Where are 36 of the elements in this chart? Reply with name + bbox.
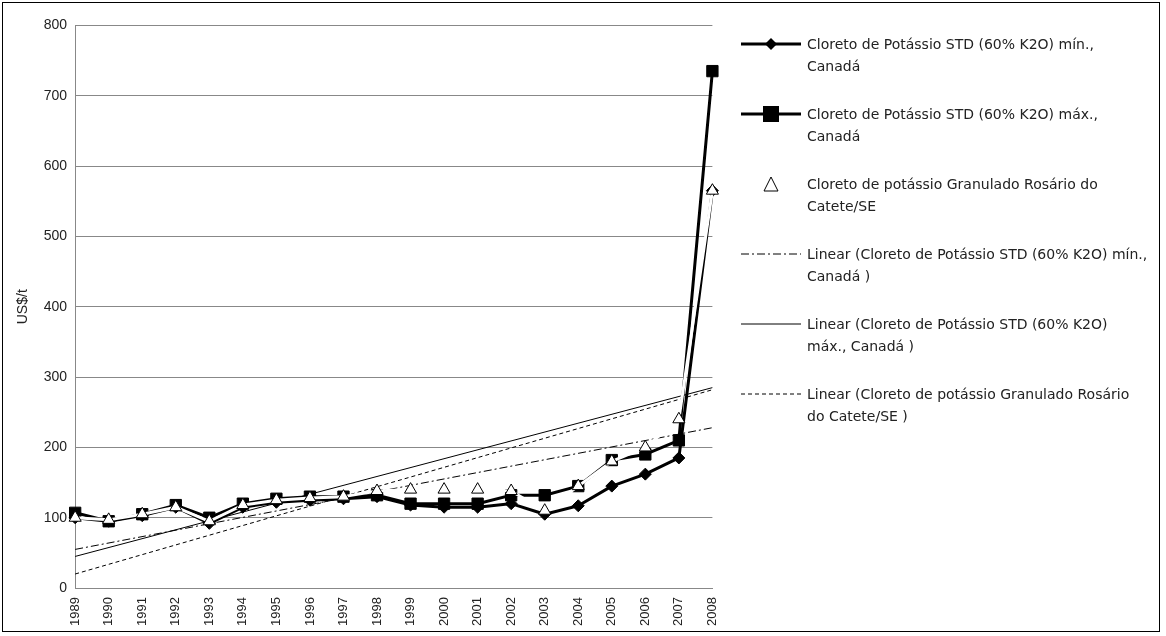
x-tick-label: 2002 [502,597,518,626]
x-tick-label: 2004 [569,597,585,626]
x-tick-label: 2001 [469,597,485,626]
y-tick-label: 100 [43,508,68,525]
x-tick-label: 1991 [133,597,149,626]
x-tick-label: 1995 [267,597,283,626]
x-tick-label: 1994 [234,597,250,626]
y-tick-label: 400 [43,297,68,314]
x-tick-label: 1992 [167,597,183,626]
y-tick-label: 700 [43,86,68,103]
y-tick-label: 800 [43,16,68,33]
y-tick-label: 500 [43,227,68,244]
x-tick-label: 2008 [703,597,719,626]
x-tick-label: 2006 [636,597,652,626]
x-tick-label: 1990 [100,597,116,626]
legend-label: Cloreto de Potássio STD (60% K2O) máx., Canadá [807,105,1099,146]
x-tick-label: 1999 [402,597,418,626]
y-tick-label: 300 [43,367,68,384]
x-tick-label: 1997 [335,597,351,626]
legend-label: Linear (Cloreto de Potássio STD (60% K2O) máx., Canadá ) [807,315,1109,356]
x-tick-label: 2007 [670,597,686,626]
x-tick-label: 2003 [536,597,552,626]
y-tick-label: 600 [43,156,68,173]
legend-label: Linear (Cloreto de Potássio STD (60% K2O) mín., Canadá ) [807,245,1149,286]
x-tick-label: 2005 [603,597,619,626]
x-tick-label: 2000 [435,597,451,626]
x-tick-label: 1996 [301,597,317,626]
y-axis-title: US$/t [14,289,31,325]
x-tick-label: 1993 [200,597,216,626]
x-tick-label: 1989 [66,597,82,626]
legend-label: Cloreto de Potássio STD (60% K2O) mín., Canadá [807,35,1095,76]
x-tick-label: 1998 [368,597,384,626]
legend-label: Cloreto de potássio Granulado Rosário do Catete/SE [807,175,1099,216]
y-tick-label: 200 [43,438,68,455]
legend-label: Linear (Cloreto de potássio Granulado Rosário do Catete/SE ) [807,385,1131,426]
y-tick-label: 0 [59,578,68,595]
